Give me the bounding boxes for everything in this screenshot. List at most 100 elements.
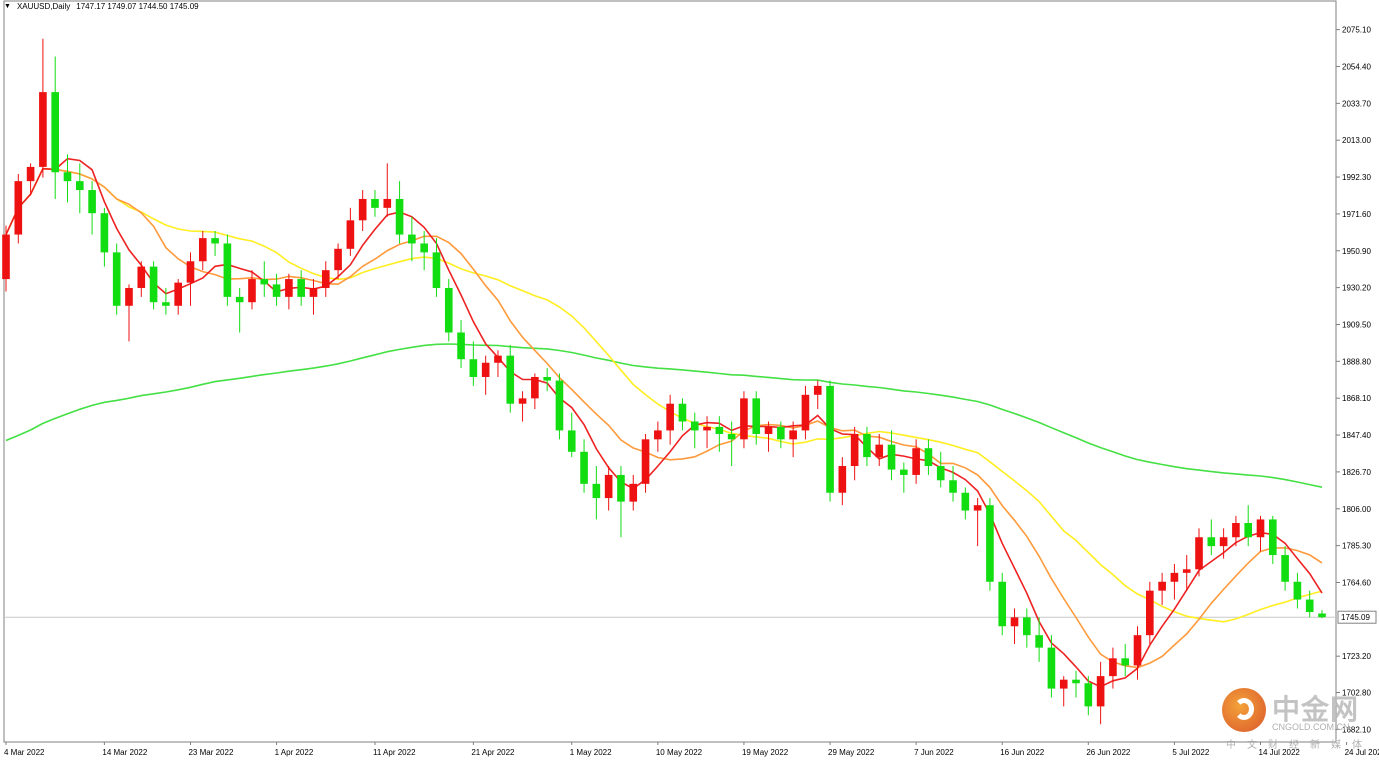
candle-body <box>592 483 601 499</box>
candle-body <box>838 466 847 493</box>
x-tick-label: 26 Jun 2022 <box>1086 748 1131 757</box>
candle-body <box>1170 572 1179 582</box>
candle-body <box>395 198 404 235</box>
candle-body <box>1268 519 1277 556</box>
candle-body <box>174 282 182 306</box>
y-tick-label: 2013.00 <box>1342 136 1371 145</box>
symbol-label: XAUUSD,Daily <box>16 2 71 11</box>
candle-body <box>235 296 244 303</box>
candle-body <box>789 430 797 440</box>
candle-body <box>752 398 761 434</box>
candle-body <box>321 270 330 288</box>
candle-body <box>358 198 367 221</box>
y-tick-label: 1826.70 <box>1342 468 1371 477</box>
candle-body <box>297 279 305 297</box>
candle-body <box>420 243 428 253</box>
candle-body <box>543 377 551 381</box>
candle-body <box>1072 679 1080 684</box>
candle-body <box>813 385 822 395</box>
candle-body <box>51 92 60 173</box>
y-tick-label: 1723.20 <box>1342 652 1371 661</box>
candle-body <box>272 284 281 297</box>
ma-100-line <box>5 343 1323 488</box>
y-tick-label: 1971.60 <box>1342 210 1371 219</box>
candle-body <box>334 248 342 271</box>
candle-body <box>678 403 687 422</box>
x-tick-label: 1 May 2022 <box>570 748 612 757</box>
x-tick-label: 21 Apr 2022 <box>471 748 515 757</box>
y-tick-label: 1868.10 <box>1342 394 1371 403</box>
candle-body <box>1256 519 1265 538</box>
candle-body <box>100 213 109 253</box>
plot-frame <box>3 0 1337 743</box>
x-tick-label: 11 Apr 2022 <box>373 748 416 757</box>
ma-5-line <box>5 157 1323 688</box>
candle-body <box>309 287 318 297</box>
x-tick-label: 29 May 2022 <box>828 748 875 757</box>
candle-body <box>63 172 72 182</box>
y-tick-label: 2054.40 <box>1342 62 1371 71</box>
y-tick-label: 1764.60 <box>1342 578 1371 587</box>
candle-body <box>777 426 785 440</box>
candle-body <box>1121 658 1130 666</box>
candle-body <box>703 426 711 431</box>
candle-body <box>875 444 884 458</box>
candle-body <box>973 505 982 511</box>
candle-body <box>1232 523 1240 538</box>
candle-body <box>1059 679 1068 689</box>
candle-body <box>383 198 392 208</box>
candle-body <box>198 238 207 262</box>
collapse-triangle-icon[interactable]: ▼ <box>4 3 11 10</box>
x-tick-label: 23 Mar 2022 <box>188 748 233 757</box>
candle-body <box>211 238 219 244</box>
candle-body <box>444 287 453 333</box>
watermark: 中金网 CNGOLD.COM.CN 中文财经新媒体 <box>1222 688 1372 752</box>
candle-body <box>137 266 146 288</box>
candle-body <box>1146 590 1154 636</box>
x-tick-label: 24 Jul 2022 <box>1345 748 1379 757</box>
candle-body <box>88 190 96 214</box>
candle-body <box>1318 613 1326 618</box>
candle-body <box>1010 617 1019 627</box>
candle-body <box>494 355 502 363</box>
candle-body <box>580 451 588 484</box>
candle-body <box>863 433 871 458</box>
candle-body <box>518 398 527 404</box>
candle-body <box>690 421 699 431</box>
candle-body <box>1293 581 1302 600</box>
candle-body <box>371 198 379 208</box>
x-tick-label: 14 Mar 2022 <box>102 748 147 757</box>
candle-body <box>1035 635 1043 648</box>
y-tick-label: 2075.10 <box>1342 26 1371 35</box>
chart-header: ▼ XAUUSD,Daily 1747.17 1749.07 1744.50 1… <box>4 2 199 11</box>
candle-body <box>531 377 539 399</box>
watermark-tagline: 中文财经新媒体 <box>1226 740 1373 751</box>
y-tick-label: 2033.70 <box>1342 99 1371 108</box>
candle-body <box>26 166 35 182</box>
candle-body <box>457 332 465 360</box>
x-tick-label: 4 Mar 2022 <box>4 748 45 757</box>
y-tick-label: 1950.90 <box>1342 247 1371 256</box>
candle-body <box>801 394 810 431</box>
y-tick-label: 1888.80 <box>1342 357 1371 366</box>
candle-body <box>912 448 920 475</box>
candle-body <box>1133 635 1142 666</box>
x-tick-label: 5 Jul 2022 <box>1172 748 1209 757</box>
x-tick-label: 19 May 2022 <box>742 748 789 757</box>
candle-body <box>949 480 957 493</box>
candle-body <box>506 355 515 404</box>
watermark-name: 中金网 <box>1272 693 1360 726</box>
candle-body <box>285 279 293 297</box>
candle-body <box>1244 523 1253 538</box>
y-tick-label: 1806.00 <box>1342 505 1371 514</box>
candle-body <box>39 92 47 167</box>
candle-body <box>666 403 674 431</box>
candle-body <box>1281 555 1289 582</box>
candle-body <box>740 398 748 440</box>
candle-body <box>715 426 724 434</box>
candle-body <box>1023 617 1031 636</box>
candle-body <box>986 505 994 582</box>
y-tick-label: 1930.20 <box>1342 284 1371 293</box>
candle-body <box>654 430 662 440</box>
